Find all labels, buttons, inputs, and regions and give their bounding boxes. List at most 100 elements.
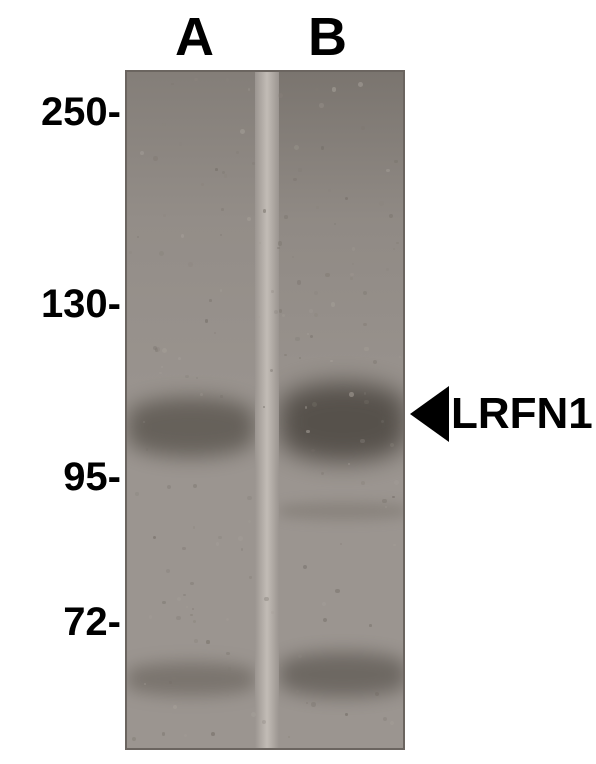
grain-spot	[298, 168, 301, 171]
grain-spot	[310, 335, 313, 338]
grain-spot	[321, 146, 325, 150]
grain-spot	[240, 129, 245, 134]
lane-smear	[127, 72, 255, 444]
grain-spot	[248, 88, 251, 91]
grain-spot	[399, 356, 401, 358]
grain-spot	[177, 597, 181, 601]
grain-spot	[186, 606, 188, 608]
western-blot-figure: A B 250- 130- 95- 72- LRFN1	[0, 0, 596, 764]
grain-spot	[188, 262, 192, 266]
grain-spot	[309, 309, 313, 313]
grain-spot	[218, 536, 222, 540]
arrow-left-icon	[410, 386, 449, 442]
grain-spot	[247, 496, 251, 500]
grain-spot	[169, 681, 172, 684]
grain-spot	[220, 395, 222, 397]
grain-spot	[280, 664, 283, 667]
grain-spot	[386, 169, 389, 172]
grain-spot	[316, 206, 318, 208]
grain-spot	[396, 242, 399, 245]
grain-spot	[394, 160, 398, 164]
grain-spot	[350, 273, 354, 277]
grain-spot	[345, 713, 348, 716]
grain-spot	[299, 357, 302, 360]
grain-spot	[153, 156, 158, 161]
grain-spot	[345, 197, 348, 200]
grain-spot	[236, 151, 239, 154]
protein-band	[279, 502, 405, 520]
grain-spot	[238, 536, 243, 541]
protein-name-text: LRFN1	[451, 389, 593, 439]
grain-spot	[364, 347, 368, 351]
grain-spot	[315, 88, 318, 91]
grain-spot	[249, 576, 251, 578]
grain-spot	[228, 667, 231, 670]
grain-spot	[325, 273, 329, 277]
grain-spot	[163, 214, 166, 217]
grain-spot	[394, 480, 399, 485]
grain-spot	[363, 323, 366, 326]
grain-spot	[352, 247, 356, 251]
protein-band	[279, 382, 405, 462]
grain-spot	[221, 208, 224, 211]
grain-spot	[194, 78, 197, 81]
grain-spot	[375, 692, 379, 696]
grain-spot	[352, 263, 354, 265]
grain-spot	[294, 145, 299, 150]
lane-gap	[255, 72, 279, 748]
grain-spot	[340, 543, 342, 545]
grain-spot	[361, 481, 365, 485]
protein-band	[127, 662, 255, 696]
grain-spot	[215, 168, 218, 171]
grain-spot	[369, 624, 372, 627]
grain-spot	[361, 126, 366, 131]
grain-spot	[206, 640, 209, 643]
grain-spot	[226, 618, 229, 621]
grain-spot	[153, 346, 157, 350]
grain-spot	[373, 360, 377, 364]
grain-spot	[226, 652, 229, 655]
grain-spot	[162, 348, 167, 353]
grain-spot	[172, 676, 176, 680]
grain-spot	[179, 142, 183, 146]
grain-spot	[214, 332, 216, 334]
grain-spot	[306, 430, 309, 433]
grain-spot	[182, 547, 185, 550]
grain-spot	[390, 721, 394, 725]
grain-spot	[288, 736, 290, 738]
grain-spot	[307, 333, 309, 335]
grain-spot	[284, 354, 286, 356]
grain-spot	[140, 151, 144, 155]
protein-label-lrfn1: LRFN1	[410, 386, 593, 442]
grain-spot	[297, 280, 301, 284]
grain-spot	[153, 536, 156, 539]
grain-spot	[241, 548, 244, 551]
grain-spot	[162, 123, 166, 127]
grain-spot	[278, 93, 283, 98]
grain-spot	[262, 720, 266, 724]
grain-spot	[278, 241, 283, 246]
lane-b	[279, 72, 405, 748]
grain-spot	[143, 421, 145, 423]
grain-spot	[263, 406, 265, 408]
grain-spot	[271, 290, 274, 293]
grain-spot	[162, 732, 165, 735]
grain-spot	[162, 601, 166, 605]
grain-spot	[334, 223, 336, 225]
grain-spot	[335, 589, 339, 593]
grain-spot	[200, 393, 203, 396]
grain-spot	[403, 660, 405, 663]
lane-a	[127, 72, 255, 748]
grain-spot	[209, 299, 212, 302]
grain-spot	[259, 242, 261, 244]
grain-spot	[167, 485, 171, 489]
grain-spot	[284, 215, 287, 218]
grain-spot	[311, 702, 316, 707]
grain-spot	[393, 544, 395, 546]
grain-spot	[392, 496, 394, 498]
grain-spot	[224, 174, 227, 177]
mw-marker-130: 130-	[41, 282, 121, 327]
grain-spot	[292, 256, 294, 258]
grain-spot	[349, 392, 354, 397]
blot-membrane	[125, 70, 405, 750]
